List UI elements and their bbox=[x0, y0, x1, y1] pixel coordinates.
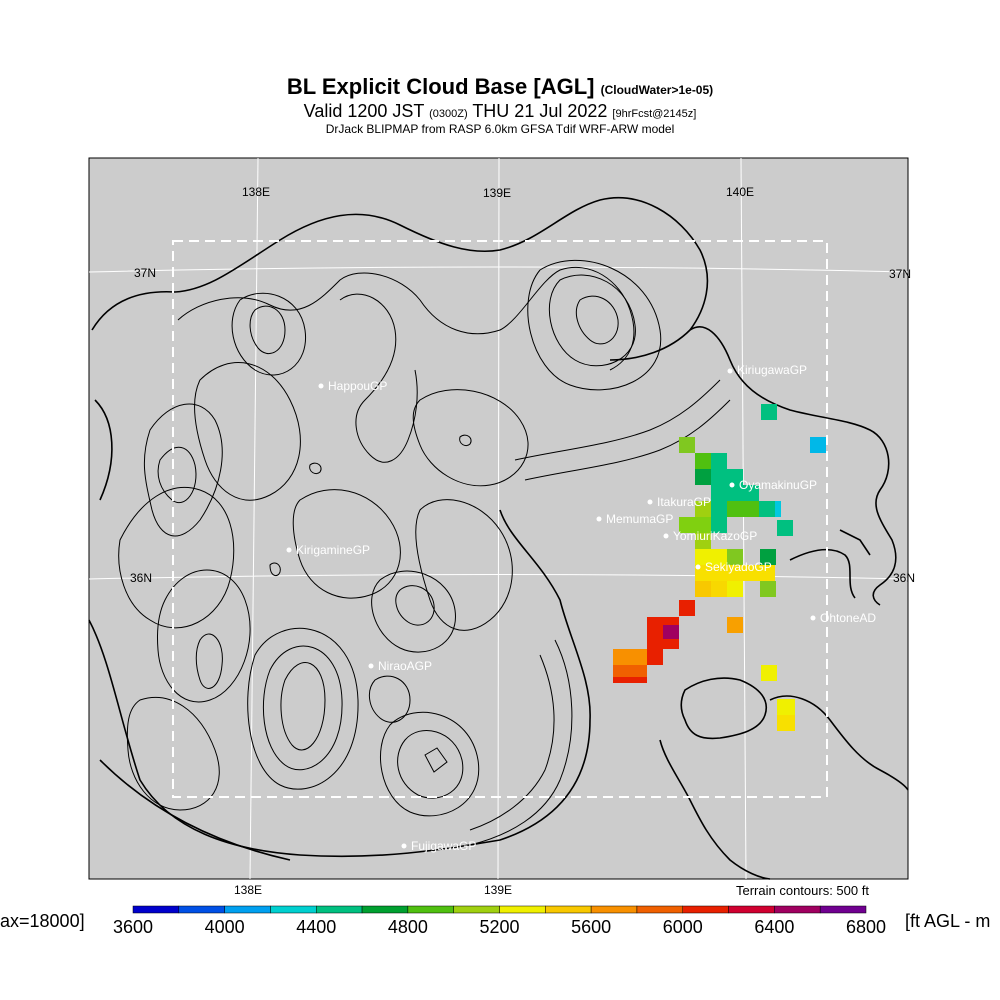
grid-label-top-139e: 139E bbox=[483, 186, 512, 200]
colorbar-swatch bbox=[499, 905, 546, 914]
colorbar-swatch bbox=[178, 905, 225, 914]
model-credit: DrJack BLIPMAP from RASP 6.0km GFSA Tdif… bbox=[325, 122, 675, 136]
title-main: BL Explicit Cloud Base [AGL] bbox=[286, 74, 595, 99]
colorbar-swatch bbox=[270, 905, 317, 914]
chart-title: BL Explicit Cloud Base [AGL] (CloudWater… bbox=[0, 74, 1000, 100]
colorbar-tick-label: 4000 bbox=[204, 917, 245, 937]
cloud-base-cells bbox=[613, 404, 826, 731]
grid-label-left-36n: 36N bbox=[130, 571, 153, 585]
colorbar-swatch bbox=[224, 905, 271, 914]
terrain-contour-note: Terrain contours: 500 ft bbox=[736, 883, 869, 898]
place-label: KirigamineGP bbox=[296, 543, 371, 557]
colorbar-swatch bbox=[407, 905, 454, 914]
colorbar-tick-label: 6400 bbox=[754, 917, 795, 937]
colorbar-tick-label: 3600 bbox=[112, 917, 154, 937]
grid-label-bottom-139e: 139E bbox=[484, 883, 513, 897]
place-label: NiraoAGP bbox=[378, 659, 433, 673]
place-label: FujigawaGP bbox=[411, 839, 477, 853]
valid-date: THU 21 Jul 2022 bbox=[472, 101, 608, 121]
colorbar-tick-label: 6000 bbox=[662, 917, 703, 937]
valid-label: Valid 1200 JST bbox=[303, 101, 425, 121]
terrain-contours bbox=[88, 197, 731, 861]
colorbar-swatch bbox=[545, 905, 592, 914]
grid-label-bottom-138e: 138E bbox=[234, 883, 263, 897]
colorbar-swatch bbox=[590, 905, 638, 914]
place-label: ItakuraGP bbox=[657, 495, 712, 509]
valid-time: Valid 1200 JST (0300Z) THU 21 Jul 2022 [… bbox=[0, 101, 1000, 122]
colorbar-swatch bbox=[132, 905, 180, 914]
domain-boundary bbox=[172, 240, 828, 798]
colorbar-swatch bbox=[361, 905, 409, 914]
valid-forecast: [9hrFcst@2145z] bbox=[612, 108, 697, 120]
valid-zulu: (0300Z) bbox=[429, 108, 468, 120]
grid-label-top-140e: 140E bbox=[726, 185, 755, 199]
grid-label-right-37n: 37N bbox=[889, 267, 912, 281]
lat-lon-grid bbox=[88, 157, 909, 880]
colorbar-tick-label: 6800 bbox=[845, 917, 887, 937]
place-markers bbox=[286, 368, 816, 849]
colorbar-tick-label: 5200 bbox=[479, 917, 520, 937]
place-label: OyamakinuGP bbox=[739, 478, 818, 492]
colorbar-swatch bbox=[728, 905, 775, 914]
grid-label-left-37n: 37N bbox=[134, 266, 157, 280]
colorbar-unit-label: [ft AGL - m bbox=[905, 911, 991, 931]
place-label: MemumaGP bbox=[606, 512, 674, 526]
colorbar-swatch bbox=[636, 905, 683, 914]
place-label: KiriugawaGP bbox=[737, 363, 808, 377]
colorbar-tick-label: 4400 bbox=[296, 917, 337, 937]
colorbar-swatch bbox=[819, 905, 867, 914]
colorbar-tick-label: 5600 bbox=[571, 917, 612, 937]
grid-label-right-36n: 36N bbox=[893, 571, 916, 585]
colorbar-swatch bbox=[316, 905, 363, 914]
title-note: (CloudWater>1e-05) bbox=[600, 83, 714, 97]
place-label: OhtoneAD bbox=[820, 611, 877, 625]
colorbar-swatch bbox=[453, 905, 500, 914]
colorbar-swatch bbox=[774, 905, 821, 914]
place-label: YomiuriKazoGP bbox=[673, 529, 758, 543]
colorbar-swatch bbox=[682, 905, 729, 914]
place-label: HappouGP bbox=[328, 379, 388, 393]
place-label: SekiyadoGP bbox=[705, 560, 772, 574]
coastline bbox=[659, 326, 909, 880]
colorbar bbox=[132, 905, 867, 914]
colorbar-tick-label: 4800 bbox=[387, 917, 428, 937]
grid-label-top-138e: 138E bbox=[242, 185, 271, 199]
colorbar-max-label: ax=18000] bbox=[0, 911, 85, 931]
